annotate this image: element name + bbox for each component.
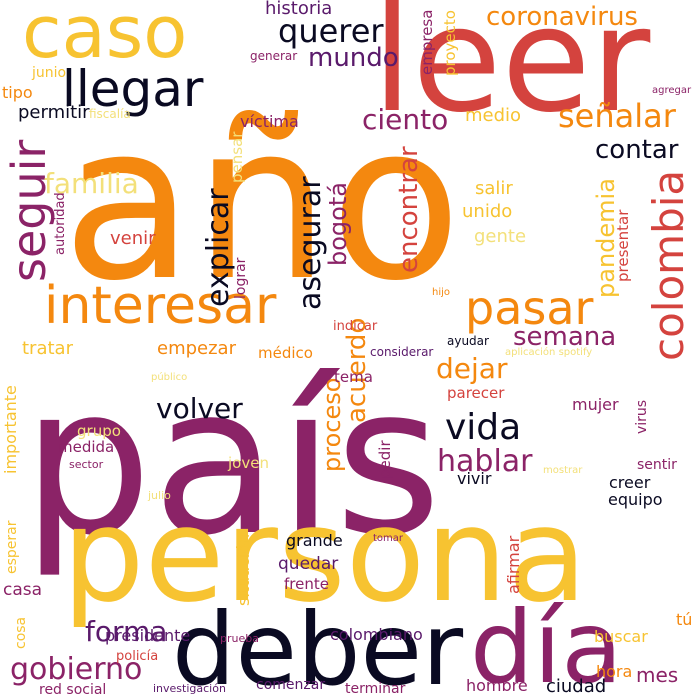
- word-dejar: dejar: [436, 352, 508, 385]
- word-contar: contar: [595, 135, 679, 165]
- word-persona: persona: [62, 479, 588, 631]
- word-hombre: hombre: [466, 676, 528, 695]
- word-casa: casa: [3, 580, 43, 600]
- word-venir: venir: [110, 228, 156, 249]
- word-interesar: interesar: [44, 276, 277, 336]
- word-semana: semana: [513, 322, 617, 352]
- word-leer: leer: [372, 0, 651, 145]
- word-investigacion: investigación: [153, 682, 226, 695]
- word-gente: gente: [474, 226, 527, 247]
- word-deber: deber: [172, 591, 464, 700]
- word-grupo: grupo: [77, 422, 121, 440]
- word-afirmar: afirmar: [504, 535, 523, 594]
- word-llegar: llegar: [62, 60, 204, 118]
- word-vivir: vivir: [457, 469, 492, 488]
- word-joven: joven: [228, 454, 269, 472]
- word-ano: año: [62, 77, 462, 328]
- word-ciudad: ciudad: [546, 676, 607, 697]
- word-redsocial: red social: [39, 682, 107, 698]
- word-permitir: permitir: [18, 102, 90, 123]
- word-tu: tú: [676, 610, 693, 629]
- word-quedar: quedar: [278, 554, 339, 574]
- word-prueba: prueba: [220, 632, 259, 645]
- word-publico: público: [151, 372, 188, 383]
- word-autoridad: autoridad: [53, 192, 68, 255]
- word-mujer: mujer: [572, 395, 619, 414]
- word-pedir: pedir: [376, 440, 394, 479]
- word-bogota: bogotá: [324, 182, 352, 266]
- word-seguir: seguir: [2, 139, 56, 282]
- word-medico: médico: [258, 344, 313, 362]
- word-lograr: lograr: [233, 257, 249, 299]
- word-situacion: situación: [234, 533, 253, 606]
- word-senalar: señalar: [558, 97, 676, 135]
- word-buscar: buscar: [594, 627, 648, 646]
- word-ayudar: ayudar: [447, 334, 489, 348]
- word-unido: unido: [462, 201, 513, 222]
- word-salir: salir: [475, 178, 513, 199]
- word-mundo: mundo: [308, 43, 399, 73]
- word-cosa: cosa: [13, 616, 29, 649]
- word-pensar: pensar: [228, 131, 246, 183]
- word-dia: día: [470, 589, 623, 700]
- word-tipo: tipo: [2, 83, 33, 102]
- word-ciento: ciento: [362, 103, 449, 136]
- word-aplicacion: aplicación spotify: [505, 347, 593, 358]
- word-encontrar: encontrar: [394, 146, 424, 273]
- word-forma: forma: [85, 615, 168, 648]
- word-tomar: tomar: [373, 533, 404, 544]
- word-parecer: parecer: [447, 384, 505, 402]
- word-importante: importante: [1, 385, 20, 474]
- word-volver: volver: [156, 392, 243, 425]
- word-colombia: colombia: [644, 169, 693, 361]
- word-sentir: sentir: [637, 457, 677, 473]
- word-pasar: pasar: [465, 281, 594, 335]
- word-empezar: empezar: [157, 338, 236, 359]
- word-mostrar: mostrar: [543, 465, 583, 476]
- word-tratar: tratar: [22, 338, 73, 359]
- word-agregar: agregar: [652, 85, 692, 96]
- word-tema: tema: [334, 368, 373, 386]
- word-caso: caso: [22, 0, 188, 74]
- word-medio: medio: [465, 105, 522, 126]
- word-comenzar: comenzar: [256, 677, 326, 693]
- word-presentar: presentar: [614, 209, 632, 282]
- word-presidente: presidente: [105, 626, 191, 645]
- word-familia: familia: [44, 167, 139, 200]
- word-virus: virus: [634, 399, 650, 434]
- word-gobierno: gobierno: [10, 652, 143, 687]
- word-hijo: hijo: [432, 287, 451, 298]
- word-empresa: empresa: [418, 9, 436, 75]
- word-mes: mes: [636, 663, 679, 687]
- word-proyecto: proyecto: [441, 10, 459, 76]
- word-fiscalia: fiscalía: [89, 107, 131, 121]
- word-frente: frente: [284, 575, 329, 593]
- word-colombiano: colombiano: [330, 625, 423, 644]
- word-sector: sector: [69, 458, 104, 471]
- word-medida: medida: [58, 438, 115, 456]
- word-asegurar: asegurar: [293, 176, 328, 310]
- word-considerar: considerar: [370, 345, 434, 359]
- word-terminar: terminar: [345, 681, 406, 697]
- word-explicar: explicar: [201, 188, 236, 307]
- word-indicar: indicar: [333, 319, 378, 334]
- word-victima: víctima: [240, 112, 299, 131]
- word-junio: junio: [32, 65, 67, 81]
- word-querer: querer: [278, 12, 384, 50]
- word-pais: país: [22, 343, 442, 581]
- word-esperar: esperar: [4, 520, 20, 575]
- word-hablar: hablar: [437, 444, 533, 479]
- word-hora: hora: [596, 662, 633, 681]
- word-creer: creer: [609, 473, 651, 492]
- word-vida: vida: [445, 407, 522, 448]
- word-julio: julio: [148, 489, 171, 502]
- word-grande: grande: [286, 531, 343, 550]
- word-generar: generar: [250, 49, 298, 63]
- word-proceso: proceso: [318, 377, 346, 472]
- word-historia: historia: [265, 0, 333, 19]
- word-policia: policía: [116, 649, 159, 664]
- word-equipo: equipo: [608, 490, 663, 509]
- word-coronavirus: coronavirus: [486, 2, 638, 32]
